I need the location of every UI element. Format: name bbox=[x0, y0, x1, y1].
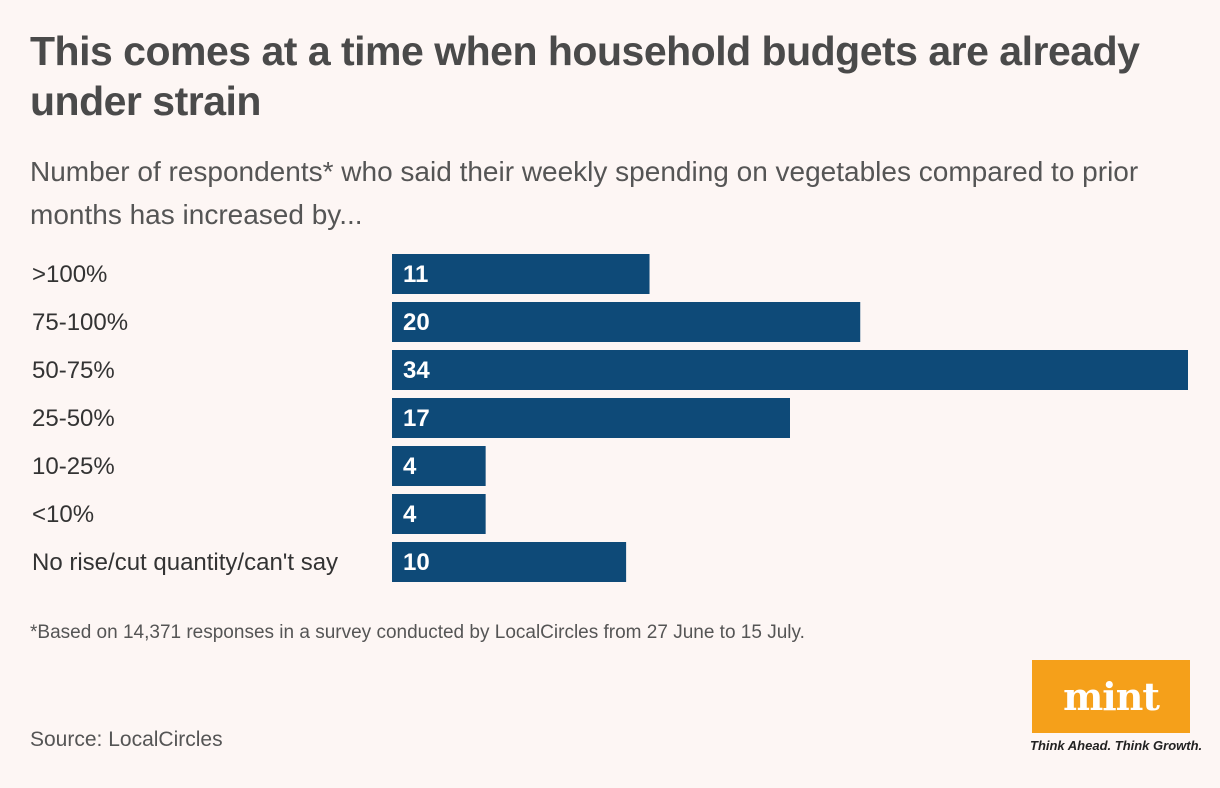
bar-no-rise-cut-quantity-can-t-say bbox=[392, 542, 627, 582]
category-label-75-100: 75-100% bbox=[32, 309, 128, 336]
category-label-10-25: 10-25% bbox=[32, 453, 115, 480]
bar-100 bbox=[392, 254, 650, 294]
bar-10 bbox=[392, 494, 486, 534]
category-label-100: >100% bbox=[32, 261, 107, 288]
value-label-25-50: 17 bbox=[403, 405, 430, 432]
footnote: *Based on 14,371 responses in a survey c… bbox=[30, 622, 805, 643]
value-label-100: 11 bbox=[403, 261, 428, 288]
brand-tagline: Think Ahead. Think Growth. bbox=[1030, 738, 1203, 753]
category-label-no-rise-cut-quantity-can-t-say: No rise/cut quantity/can't say bbox=[32, 549, 338, 576]
value-label-75-100: 20 bbox=[403, 309, 430, 336]
value-label-10: 4 bbox=[403, 501, 417, 528]
value-label-no-rise-cut-quantity-can-t-say: 10 bbox=[403, 549, 430, 576]
bar-50-75 bbox=[392, 350, 1188, 390]
category-label-50-75: 50-75% bbox=[32, 357, 115, 384]
category-label-25-50: 25-50% bbox=[32, 405, 115, 432]
bar-10-25 bbox=[392, 446, 486, 486]
bar-25-50 bbox=[392, 398, 790, 438]
source-note: Source: LocalCircles bbox=[30, 728, 223, 751]
chart-title: This comes at a time when household budg… bbox=[30, 28, 1140, 124]
value-label-50-75: 34 bbox=[403, 357, 430, 384]
category-label-10: <10% bbox=[32, 501, 94, 528]
chart-subtitle: Number of respondents* who said their we… bbox=[30, 156, 1139, 230]
mint-logo: mint bbox=[1032, 660, 1190, 733]
bar-chart: >100% 11 75-100% 20 50-75% 34 25-50% 17 10-25% 4 <… bbox=[32, 254, 1188, 582]
value-label-10-25: 4 bbox=[403, 453, 417, 480]
bar-75-100 bbox=[392, 302, 861, 342]
